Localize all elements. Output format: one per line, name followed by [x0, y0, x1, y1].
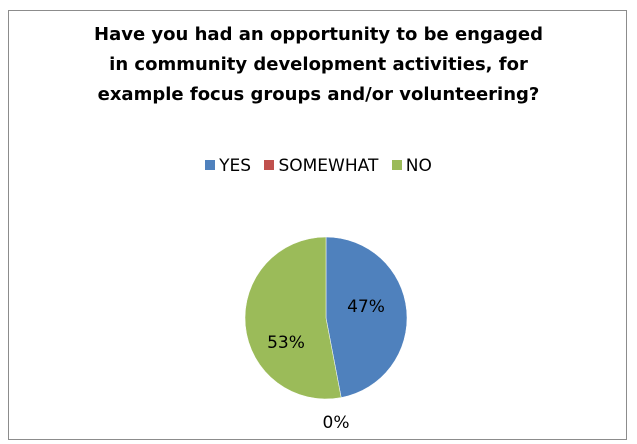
chart-legend: YES SOMEWHAT NO — [0, 156, 637, 176]
chart-title-line-3: example focus groups and/or volunteering… — [97, 84, 540, 105]
data-label-somewhat: 0% — [323, 413, 350, 433]
legend-item-yes: YES — [205, 156, 251, 176]
chart-title: Have you had an opportunity to be engage… — [0, 20, 637, 110]
legend-swatch-somewhat — [264, 160, 275, 170]
data-label-yes: 47% — [347, 297, 385, 317]
pie-slice-yes — [325, 236, 408, 398]
chart-title-line-2: in community development activities, for — [109, 54, 528, 75]
legend-item-no: NO — [391, 156, 432, 176]
legend-label-no: NO — [405, 156, 432, 176]
legend-item-somewhat: SOMEWHAT — [264, 156, 378, 176]
data-label-no: 53% — [267, 333, 305, 353]
pie-slice-no — [244, 236, 342, 400]
legend-label-yes: YES — [219, 156, 252, 176]
legend-swatch-no — [391, 160, 402, 170]
chart-title-line-1: Have you had an opportunity to be engage… — [94, 24, 543, 45]
legend-label-somewhat: SOMEWHAT — [278, 156, 379, 176]
legend-swatch-yes — [205, 160, 216, 170]
